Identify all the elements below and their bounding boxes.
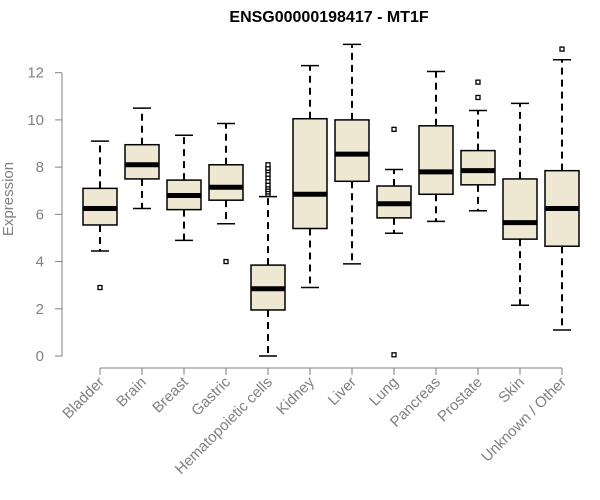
y-tick-label: 4 xyxy=(36,254,44,271)
box-group xyxy=(376,126,412,358)
box-group xyxy=(208,122,244,265)
y-axis-label: Expression xyxy=(0,162,17,236)
box-group xyxy=(292,64,328,289)
box-group xyxy=(82,140,118,291)
y-tick-label: 6 xyxy=(36,206,44,223)
box xyxy=(460,149,496,186)
box-group xyxy=(502,102,538,306)
box xyxy=(124,143,160,180)
box xyxy=(292,117,328,230)
x-tick-label: Lung xyxy=(366,374,402,410)
box-group xyxy=(124,107,160,210)
box xyxy=(208,164,244,201)
y-tick-label: 0 xyxy=(36,348,44,365)
outlier-point xyxy=(97,284,103,291)
x-tick-label: Kidney xyxy=(273,373,318,418)
outlier-point xyxy=(475,79,481,85)
box xyxy=(502,178,538,240)
x-tick-label: Liver xyxy=(325,374,360,409)
outlier-point xyxy=(223,258,229,265)
box-group xyxy=(250,162,286,357)
box-group xyxy=(334,43,370,265)
chart-title: ENSG00000198417 - MT1F xyxy=(229,9,428,26)
y-tick-label: 10 xyxy=(27,112,44,129)
x-tick-label: Skin xyxy=(495,374,528,407)
box-group xyxy=(544,46,580,331)
outlier-point xyxy=(391,352,397,358)
y-axis: 0 2 4 6 8 10 12 xyxy=(27,65,63,365)
box-group xyxy=(418,70,454,223)
box-group xyxy=(166,134,202,242)
y-tick-label: 12 xyxy=(27,65,44,82)
outlier-point xyxy=(265,162,271,168)
x-tick-label: Brain xyxy=(113,374,150,411)
outlier-point xyxy=(559,46,565,52)
x-tick-label: Bladder xyxy=(59,374,108,423)
box xyxy=(418,125,454,196)
boxes-layer xyxy=(82,43,580,358)
y-tick-label: 8 xyxy=(36,159,44,176)
box-group xyxy=(460,79,496,212)
x-tick-label: Prostate xyxy=(434,374,486,426)
outlier-point xyxy=(391,126,397,133)
box xyxy=(334,119,370,183)
outlier-point xyxy=(475,94,481,101)
y-tick-label: 2 xyxy=(36,301,44,318)
x-tick-label: Breast xyxy=(149,373,192,416)
